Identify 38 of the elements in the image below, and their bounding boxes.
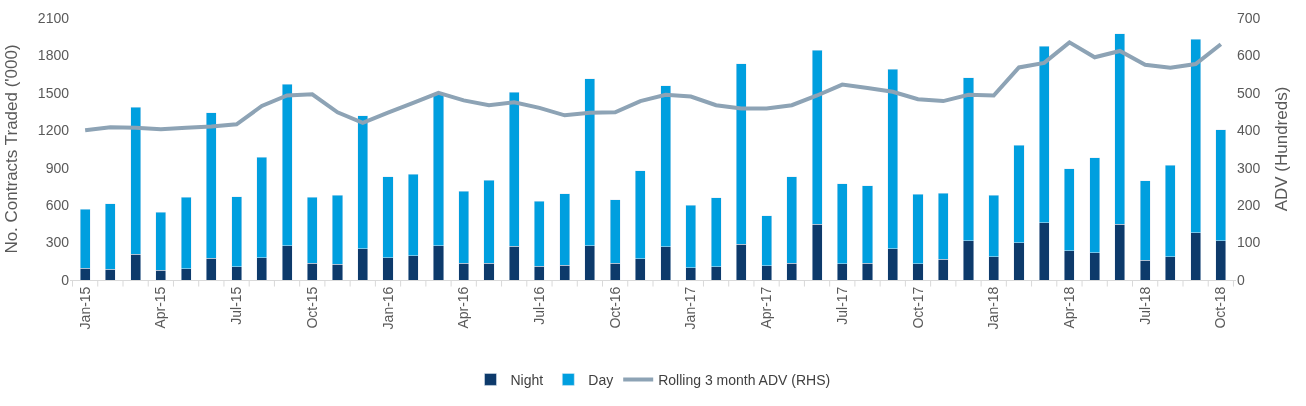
x-tick-label: Apr-18 xyxy=(1060,286,1077,329)
x-tick-label: Jul-18 xyxy=(1136,286,1153,325)
x-tick-label: Jan-16 xyxy=(379,286,396,330)
legend-label: Night xyxy=(510,371,544,388)
x-tick-label: Apr-15 xyxy=(152,286,169,329)
legend-label: Rolling 3 month ADV (RHS) xyxy=(658,371,831,388)
y-tick-label: 1800 xyxy=(37,47,70,64)
line-series xyxy=(83,40,1223,133)
x-tick-label: Oct-17 xyxy=(909,286,926,329)
y2-tick-label: 400 xyxy=(1237,122,1261,139)
y2-tick-label: 200 xyxy=(1237,197,1261,214)
legend-label: Day xyxy=(588,371,614,388)
x-tick-label: Jul-17 xyxy=(833,286,850,325)
x-tick-label: Apr-17 xyxy=(758,286,775,329)
y-tick-label: 2100 xyxy=(37,9,70,26)
y2-tick-label: 100 xyxy=(1237,234,1261,251)
x-tick-label: Oct-15 xyxy=(303,286,320,329)
x-tick-label: Jan-15 xyxy=(76,286,93,330)
y2-tick-label: 300 xyxy=(1237,159,1261,176)
y2-tick-label: 600 xyxy=(1237,47,1261,64)
x-tick-label: Apr-16 xyxy=(455,286,472,329)
x-tick-label: Jan-17 xyxy=(682,286,699,330)
x-tick-label: Oct-16 xyxy=(606,286,623,329)
y2-tick-label: 700 xyxy=(1237,9,1261,26)
y2-tick-label: 0 xyxy=(1237,271,1245,288)
x-tick-label: Jan-18 xyxy=(985,286,1002,330)
x-tick-label: Oct-18 xyxy=(1212,286,1229,329)
y-tick-label: 300 xyxy=(45,234,70,251)
x-tick-label: Jul-15 xyxy=(228,286,245,325)
x-tick-label: Jul-16 xyxy=(530,286,547,325)
y-tick-label: 1200 xyxy=(37,122,70,139)
y-tick-label: 0 xyxy=(61,271,70,288)
y-axis-title: No. Contracts Traded ('000) xyxy=(2,44,22,254)
y-tick-label: 600 xyxy=(45,197,70,214)
y2-tick-label: 500 xyxy=(1237,84,1261,101)
y-tick-label: 1500 xyxy=(37,84,70,101)
y2-axis-title: ADV (Hundreds) xyxy=(1271,86,1291,212)
y-tick-label: 900 xyxy=(45,159,70,176)
